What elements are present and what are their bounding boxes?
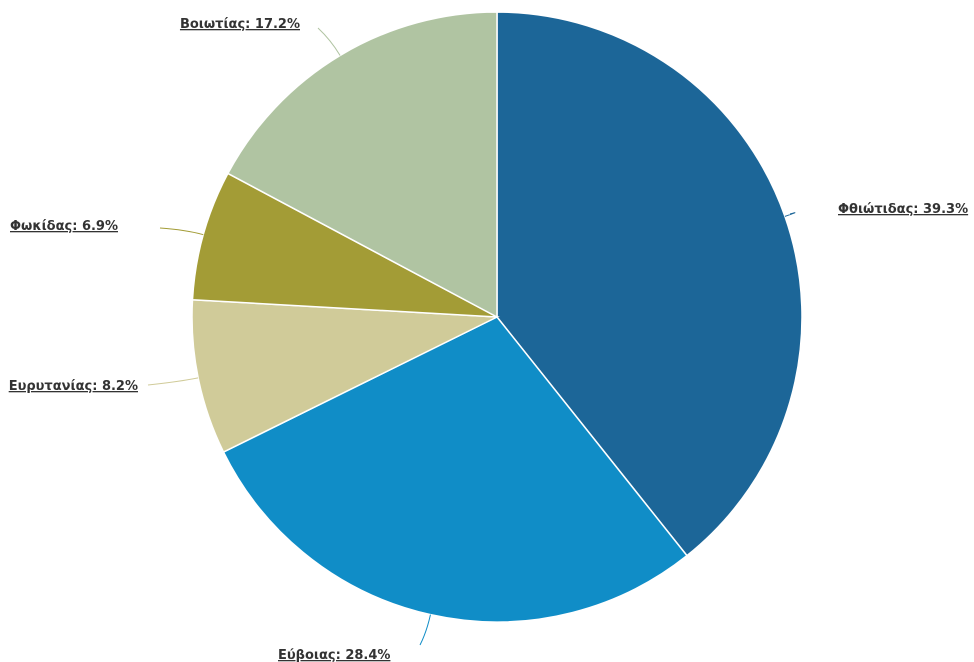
pie-slice[interactable]	[191, 172, 498, 318]
slice-label: Φθιώτιδας: 39.3%	[838, 202, 968, 217]
pie-slices	[191, 11, 803, 623]
pie-slice[interactable]	[496, 11, 803, 557]
slice-label: Φωκίδας: 6.9%	[10, 219, 118, 234]
leader-line	[159, 227, 204, 236]
slice-label: Ευρυτανίας: 8.2%	[9, 379, 138, 394]
leader-line	[784, 212, 796, 217]
slice-label: Βοιωτίας: 17.2%	[180, 17, 300, 32]
pie-slice[interactable]	[226, 11, 498, 319]
leader-line	[147, 377, 199, 386]
pie-slice[interactable]	[191, 298, 500, 454]
leader-lines	[147, 27, 796, 646]
slice-labels: Φθιώτιδας: 39.3% Εύβοιας: 28.4% Ευρυτανίας…	[9, 17, 968, 662]
leader-line	[317, 27, 341, 56]
leader-line	[419, 614, 431, 646]
slice-label: Εύβοιας: 28.4%	[278, 648, 390, 662]
